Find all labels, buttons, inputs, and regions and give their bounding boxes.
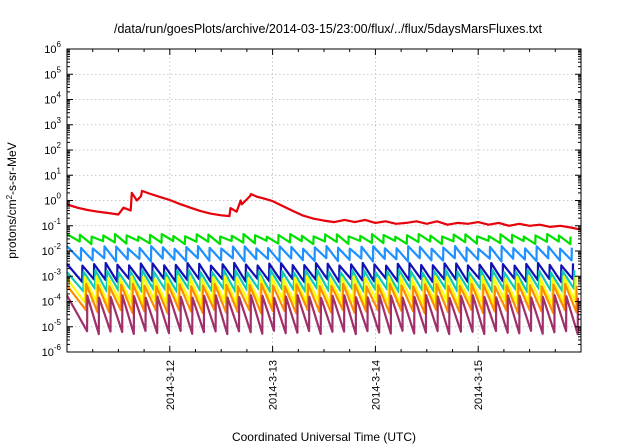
y-tick-base: 10 [42,246,54,258]
y-tick-base: 10 [42,322,54,334]
x-tick-label: 2014-3-15 [473,360,485,410]
y-tick-label: 10-6 [42,343,62,359]
y-tick-base: 10 [42,347,54,359]
y-tick-label: 10-3 [42,267,62,283]
y-tick-label: 101 [44,166,61,182]
chart-title: /data/run/goesPlots/archive/2014-03-15/2… [114,22,543,36]
y-tick-base: 10 [44,69,56,81]
y-tick-base: 10 [44,95,56,107]
ticks [67,48,581,353]
x-tick-label: 2014-3-13 [268,360,280,410]
y-tick-exp: -4 [54,293,62,302]
series-line-4 [66,261,575,283]
series-line-1 [66,189,582,231]
y-tick-exp: 3 [57,116,62,125]
x-tick-label: 2014-3-14 [370,360,382,410]
y-tick-exp: -5 [54,318,62,327]
y-tick-base: 10 [44,196,56,208]
series-layer [66,189,582,336]
y-axis-label-rest: -s-sr-MeV [5,142,19,195]
y-tick-exp: -1 [54,217,62,226]
y-axis-label: protons/cm2-s-sr-MeV [5,142,20,258]
y-tick-label: 10-4 [42,293,62,309]
y-tick-label: 106 [44,40,61,56]
y-tick-exp: 6 [57,40,62,49]
y-tick-base: 10 [42,297,54,309]
y-tick-base: 10 [42,271,54,283]
y-tick-labels: 10-610-510-410-310-210-11001011021031041… [42,40,62,359]
y-tick-base: 10 [44,120,56,132]
series-line-6 [66,275,577,306]
y-tick-exp: -2 [54,242,62,251]
x-tick-label: 2014-3-12 [165,360,177,410]
y-tick-label: 104 [44,91,61,107]
y-axis-label-sup: 2 [5,194,14,199]
series-line-8 [66,294,580,336]
series-line-3 [66,245,573,263]
y-tick-exp: -6 [54,343,62,352]
series-line-5 [66,268,576,294]
y-tick-exp: 4 [57,91,62,100]
y-tick-base: 10 [44,44,56,56]
y-tick-label: 10-1 [42,217,62,233]
y-tick-label: 103 [44,116,61,132]
y-tick-exp: -3 [54,267,62,276]
series-line-2 [66,232,572,246]
y-tick-exp: 2 [57,141,62,150]
y-tick-label: 10-5 [42,318,62,334]
y-tick-base: 10 [42,221,54,233]
y-tick-base: 10 [44,145,56,157]
y-tick-exp: 5 [57,65,62,74]
y-tick-exp: 1 [57,166,62,175]
y-tick-label: 102 [44,141,61,157]
x-tick-labels: 2014-3-12 2014-3-13 2014-3-14 2014-3-15 [165,360,485,410]
y-tick-base: 10 [44,170,56,182]
y-tick-label: 100 [44,192,61,208]
series-line-7 [66,282,578,315]
y-axis-label-main: protons/cm [5,199,19,258]
y-tick-label: 10-2 [42,242,62,258]
y-tick-label: 105 [44,65,61,81]
x-axis-label: Coordinated Universal Time (UTC) [232,430,416,444]
y-tick-exp: 0 [57,192,62,201]
